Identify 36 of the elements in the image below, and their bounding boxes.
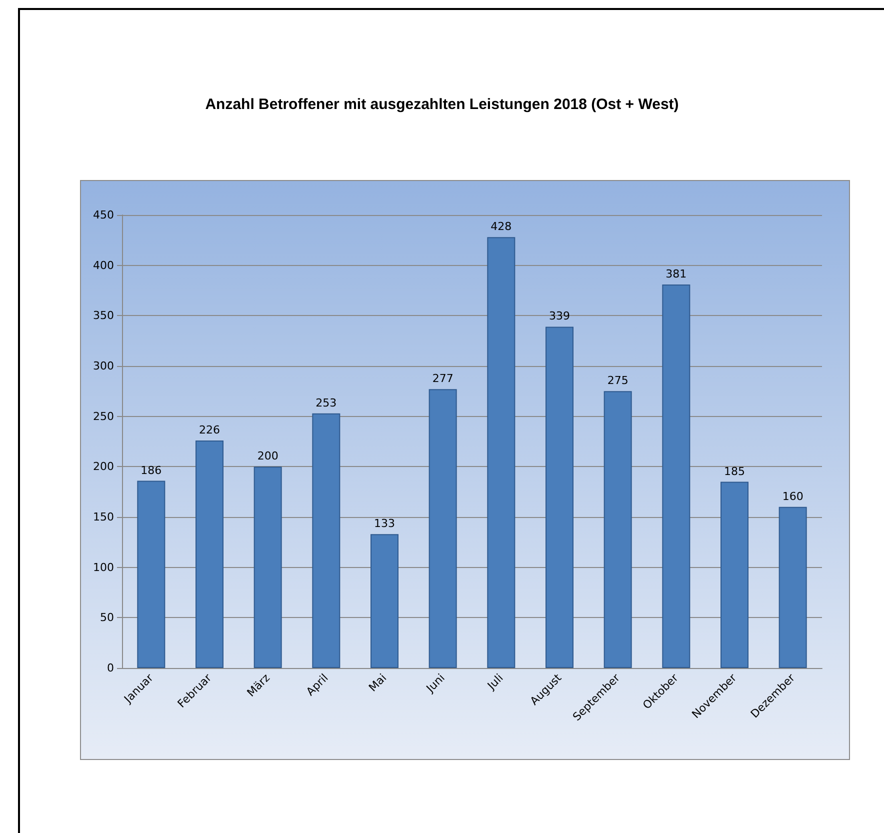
bar [778, 506, 807, 668]
x-tick-label: Mai [366, 671, 390, 694]
data-label: 275 [607, 374, 628, 388]
bar [720, 482, 748, 668]
y-tick-label: 400 [93, 258, 114, 272]
data-label: 185 [724, 464, 745, 478]
bar [546, 326, 574, 668]
data-label: 381 [666, 267, 687, 280]
bar [604, 391, 632, 668]
y-tick-label: 150 [93, 510, 114, 524]
data-label: 133 [374, 517, 395, 530]
y-tick-label: 450 [93, 208, 114, 222]
chart-title: Anzahl Betroffener mit ausgezahlten Leistungen 2018 (Ost + West) [205, 96, 679, 113]
y-tick-label: 100 [93, 560, 114, 574]
data-label: 339 [549, 310, 570, 323]
data-label: 253 [316, 396, 337, 410]
y-tick-label: 300 [93, 360, 114, 372]
y-tick-label: 50 [100, 611, 114, 624]
y-tick-label: 350 [93, 309, 114, 322]
bar [196, 440, 224, 668]
bar [662, 284, 690, 668]
data-label: 186 [140, 464, 162, 477]
bar [370, 534, 398, 668]
data-label: 226 [199, 423, 220, 436]
data-label: 428 [490, 220, 512, 234]
data-label: 277 [432, 372, 454, 386]
data-label: 200 [257, 450, 278, 463]
y-tick-label: 200 [93, 460, 114, 474]
bar [487, 237, 516, 668]
y-tick-label: 0 [107, 662, 114, 674]
bar [312, 413, 340, 668]
y-tick-label: 250 [93, 410, 114, 423]
bar [428, 389, 457, 668]
bar [254, 466, 282, 668]
data-label: 160 [782, 490, 804, 503]
bar [137, 480, 166, 668]
